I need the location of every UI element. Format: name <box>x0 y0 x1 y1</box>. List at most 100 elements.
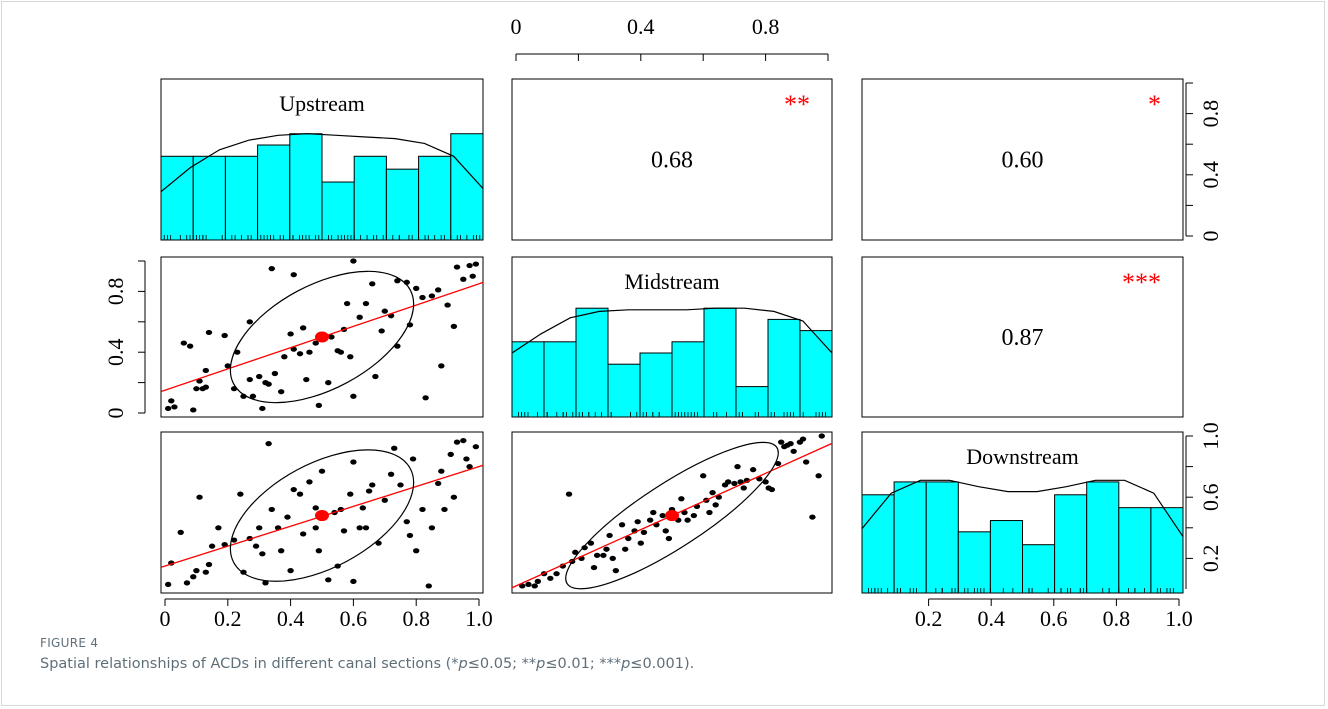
significance-stars: ** <box>784 90 810 119</box>
scatter-point <box>581 545 588 551</box>
scatter-point <box>296 491 304 497</box>
histogram-bar <box>353 155 387 241</box>
scatter-point <box>312 505 319 511</box>
scatter-point <box>802 459 810 465</box>
histogram-bar <box>543 341 577 418</box>
histogram-bar <box>1054 494 1088 594</box>
scatter-point <box>472 444 480 450</box>
scatter-point <box>712 502 719 508</box>
scatter-point <box>519 583 526 589</box>
scatter-point <box>409 456 417 462</box>
scatter-point <box>196 494 203 500</box>
scatter-point <box>460 276 467 282</box>
scatter-point <box>391 445 398 451</box>
histogram-bar <box>767 318 801 418</box>
left-axis-tick-label: 0.4 <box>103 338 128 366</box>
scatter-point <box>205 329 213 336</box>
correlation-ellipse <box>229 449 415 582</box>
scatter-point <box>362 300 370 307</box>
scatter-point <box>337 349 345 355</box>
scatter-point <box>450 323 458 329</box>
scatter-point <box>472 261 480 267</box>
scatter-point <box>164 405 172 412</box>
scatter-point <box>662 528 669 534</box>
significance-stars: * <box>1148 90 1161 119</box>
scatter-point <box>740 485 747 491</box>
scatter-point <box>318 468 326 474</box>
histogram-bar <box>321 181 355 241</box>
scatter-point <box>350 393 357 399</box>
scatter-point <box>603 546 610 552</box>
scatter-point <box>193 386 200 392</box>
panel-frame <box>160 256 484 418</box>
scatter-point <box>640 529 648 535</box>
mean-point <box>665 510 679 522</box>
scatter-point <box>190 407 197 413</box>
scatter-point <box>438 468 445 474</box>
scatter-point <box>425 583 432 589</box>
scatter-panel <box>161 258 483 413</box>
scatter-point <box>572 549 579 555</box>
scatter-point <box>466 464 473 470</box>
bottom-axis-tick-label: 1.0 <box>465 606 493 630</box>
figure-label: FIGURE 4 <box>40 636 99 650</box>
scatter-point <box>378 328 385 334</box>
histogram-bar <box>925 481 959 594</box>
histogram-bar <box>385 168 420 241</box>
histogram-bar <box>703 307 737 418</box>
scatter-point <box>428 525 436 531</box>
scatter-point <box>259 405 266 412</box>
scatter-point <box>700 473 707 479</box>
right-axis-tick-label: 1.0 <box>1198 422 1223 450</box>
scatter-point <box>249 393 257 399</box>
scatter-panel <box>161 437 483 589</box>
scatter-point <box>799 436 807 442</box>
scatter-point <box>365 488 373 494</box>
mean-point <box>315 510 329 522</box>
scatter-point <box>208 543 216 549</box>
scatter-point <box>606 532 613 539</box>
scatter-point <box>818 433 825 439</box>
histogram-bar <box>257 144 291 241</box>
scatter-point <box>609 555 616 562</box>
scatter-point <box>587 540 595 546</box>
scatter-point <box>406 532 414 539</box>
scatter-point <box>290 272 297 278</box>
scatter-point <box>612 568 620 574</box>
scatter-point <box>350 459 357 465</box>
scatter-point <box>778 439 785 445</box>
scatter-point <box>724 479 732 485</box>
scatter-point <box>224 363 231 369</box>
scatter-point <box>447 451 454 457</box>
histogram-bar <box>1150 507 1184 594</box>
scatter-point <box>381 497 388 503</box>
scatter-point <box>306 479 313 485</box>
scatter-point <box>622 546 629 552</box>
histogram-bar <box>192 155 226 241</box>
scatter-point <box>268 506 275 513</box>
variable-label: Midstream <box>624 269 719 294</box>
scatter-point <box>328 334 335 340</box>
top-axis-tick-label: 0.8 <box>752 14 780 39</box>
scatter-point <box>441 506 448 513</box>
left-axis-tick-label: 0.8 <box>103 278 128 306</box>
correlation-ellipse <box>565 441 779 590</box>
histogram-bar <box>893 481 927 594</box>
scatter-point <box>444 302 451 308</box>
histogram-bar <box>450 133 484 241</box>
scatter-point <box>372 373 379 380</box>
scatter-point <box>690 512 698 519</box>
scatter-point <box>205 561 213 568</box>
scatter-point <box>347 354 354 360</box>
pairs-plot: UpstreamMidstreamDownstream0.68**0.60*0.… <box>103 14 1223 630</box>
right-axis-tick-label: 0.2 <box>1198 545 1223 573</box>
scatter-point <box>221 332 228 339</box>
scatter-point <box>634 519 641 525</box>
scatter-point <box>315 548 323 554</box>
scatter-point <box>525 581 532 588</box>
scatter-point <box>369 281 376 287</box>
scatter-panel <box>512 433 832 590</box>
bottom-axis-tick-label: 0.4 <box>977 606 1005 630</box>
scatter-point <box>453 264 461 270</box>
